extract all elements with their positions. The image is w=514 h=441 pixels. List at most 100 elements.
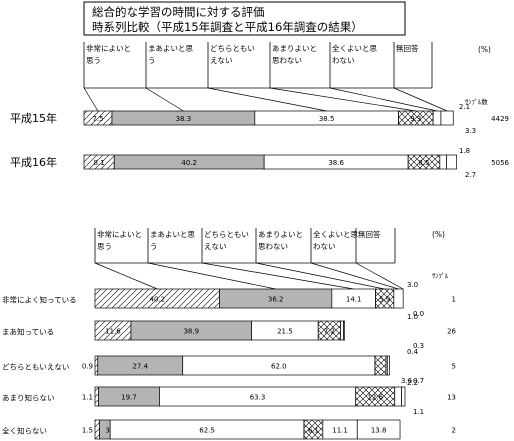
bar-segment bbox=[386, 355, 390, 376]
bar-segment bbox=[394, 386, 402, 407]
bar-segment bbox=[446, 154, 457, 170]
bar-segment bbox=[94, 386, 99, 407]
data-label: 11.1 bbox=[332, 427, 348, 435]
data-label: 6.1 bbox=[308, 427, 319, 435]
legend-label: えない bbox=[204, 242, 227, 251]
data-label: 3.3 bbox=[465, 127, 476, 135]
bar-segment bbox=[401, 386, 406, 407]
legend-label: 無回答 bbox=[396, 43, 419, 53]
title-box: 総合的な学習の時間に対する評価 時系列比較（平成15年調査と平成16年調査の結果… bbox=[83, 1, 406, 36]
legend-label: 全くよいと思 bbox=[313, 229, 358, 239]
sample-value: 13 bbox=[447, 394, 456, 402]
legend-label: どちらともい bbox=[210, 44, 255, 53]
legend-label: 非常によいと bbox=[86, 43, 131, 53]
data-label: 3.0 bbox=[407, 281, 418, 289]
data-label: 0.0 bbox=[413, 310, 424, 318]
legend-label: う bbox=[148, 56, 156, 65]
chart-title-line-1: 総合的な学習の時間に対する評価 bbox=[92, 5, 265, 19]
legend-label: あまりよいと bbox=[258, 230, 303, 239]
bar-segment bbox=[393, 288, 404, 309]
data-label: 0.3 bbox=[413, 342, 424, 350]
data-label: 63.3 bbox=[250, 394, 266, 402]
category-label: 平成16年 bbox=[10, 155, 57, 169]
legend-label: 思う bbox=[86, 56, 101, 65]
data-label: 7.2 bbox=[324, 328, 335, 336]
bar-segment bbox=[374, 355, 387, 376]
chart-bottom: 非常によいと思うまあよいと思うどちらともいえないあまりよいと思わない全くよいと思… bbox=[2, 228, 457, 440]
data-label: 27.4 bbox=[132, 363, 148, 371]
bar-segment bbox=[94, 355, 99, 376]
sample-value: 26 bbox=[447, 328, 456, 336]
data-label: 14.1 bbox=[346, 296, 362, 304]
legend-label: 非常によいと bbox=[97, 229, 142, 239]
data-label: 21.5 bbox=[277, 328, 293, 336]
sample-value: 5 bbox=[452, 363, 456, 371]
legend-label: どちらともい bbox=[204, 230, 249, 239]
data-label: 38.6 bbox=[328, 159, 344, 167]
data-label: 8.5 bbox=[418, 159, 429, 167]
data-label: 19.7 bbox=[121, 394, 137, 402]
data-label: 5.9 bbox=[379, 296, 390, 304]
bar-segment bbox=[439, 154, 447, 170]
data-label: 1.5 bbox=[82, 427, 93, 435]
legend-label: あまりよいと bbox=[272, 44, 317, 53]
data-label: 11.6 bbox=[105, 328, 121, 336]
sample-value: 2 bbox=[452, 427, 456, 435]
category-label: どちらともいえない bbox=[2, 363, 69, 372]
legend-connector bbox=[83, 87, 99, 112]
data-label: 7.5 bbox=[92, 115, 103, 123]
legend-label: 無回答 bbox=[358, 229, 381, 239]
legend-connector bbox=[255, 262, 385, 290]
bar-segment bbox=[340, 320, 344, 341]
data-label: 12.6 bbox=[367, 394, 383, 402]
data-label: 62.0 bbox=[271, 363, 287, 371]
legend-label: 思わない bbox=[272, 56, 302, 65]
legend-connector bbox=[147, 262, 276, 290]
data-label: 38.3 bbox=[176, 115, 192, 123]
data-label: 40.2 bbox=[150, 296, 166, 304]
legend-connector bbox=[94, 262, 158, 290]
data-label: 2.1 bbox=[459, 103, 470, 111]
sample-header: ｻﾝﾌﾟﾙ数 bbox=[465, 97, 488, 106]
category-label: 非常によく知っている bbox=[2, 295, 77, 305]
legend-connector bbox=[310, 262, 399, 290]
category-label: 全く知らない bbox=[2, 426, 47, 436]
category-label: あまり知らない bbox=[2, 393, 55, 403]
data-label: 0.9 bbox=[82, 363, 93, 371]
sample-value: 1 bbox=[452, 296, 456, 304]
legend-label: まあよいと思 bbox=[150, 230, 195, 239]
bar-segment bbox=[356, 419, 401, 440]
bar-segment bbox=[432, 110, 442, 126]
chart-title-line-2: 時系列比較（平成15年調査と平成16年調査の結果） bbox=[92, 20, 363, 34]
bar-segment bbox=[94, 419, 101, 440]
category-label: 平成15年 bbox=[10, 111, 57, 125]
legend-connector bbox=[269, 87, 416, 112]
legend-label: 全くよいと思 bbox=[332, 43, 377, 53]
legend-connector bbox=[207, 87, 327, 112]
data-label: 1.0 bbox=[407, 313, 418, 321]
data-label: 1.1 bbox=[82, 394, 93, 402]
percent-label: (%) bbox=[478, 45, 491, 54]
data-label: 2.7 bbox=[465, 171, 476, 179]
legend-label: う bbox=[150, 242, 158, 251]
sample-header: ｻﾝﾌﾟﾙ bbox=[432, 272, 449, 280]
category-label: まあ知っている bbox=[2, 327, 54, 337]
data-label: 38.9 bbox=[183, 328, 199, 336]
data-label: 0.7 bbox=[413, 377, 424, 385]
legend-label: 思う bbox=[97, 242, 112, 251]
data-label: 0.4 bbox=[407, 348, 419, 356]
data-label: 36.2 bbox=[268, 296, 284, 304]
legend-connector bbox=[355, 262, 404, 290]
legend-connector bbox=[393, 87, 448, 112]
bar-segment bbox=[440, 110, 454, 126]
data-label: 3.6 bbox=[401, 377, 413, 385]
legend-connector bbox=[329, 87, 438, 112]
data-label: 38.5 bbox=[319, 115, 335, 123]
legend-label: わない bbox=[332, 56, 355, 65]
data-label: 2.2 bbox=[407, 379, 418, 387]
data-label: 13.8 bbox=[371, 427, 387, 435]
legend-label: まあよいと思 bbox=[148, 44, 193, 53]
percent-label: (%) bbox=[432, 230, 445, 239]
